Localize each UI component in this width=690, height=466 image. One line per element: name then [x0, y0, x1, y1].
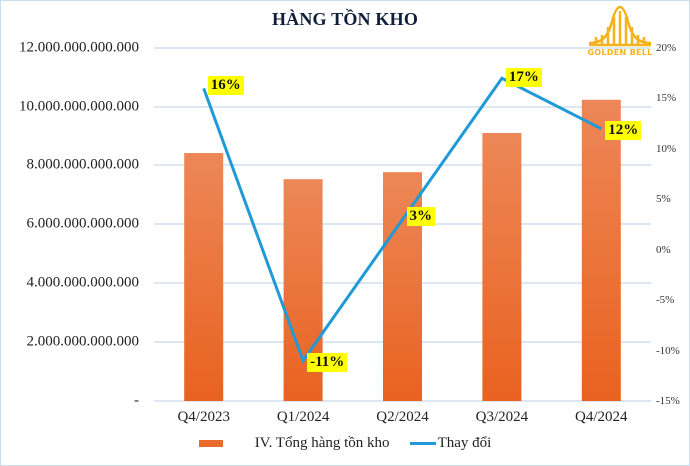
right-axis-tick: -5% [656, 294, 675, 307]
left-axis-tick: 8.000.000.000.000 [26, 156, 140, 173]
logo-text: GOLDEN BELL [587, 48, 653, 57]
left-axis-tick: 4.000.000.000.000 [26, 274, 140, 291]
legend-line-label: Thay đổi [437, 435, 492, 451]
bar-Q3/2024[interactable] [482, 133, 522, 401]
chart-title: HÀNG TỒN KHO [271, 9, 419, 29]
right-axis-tick: 20% [656, 42, 677, 54]
left-axis-tick: 12.000.000.000.000 [19, 39, 139, 56]
left-axis-tick: 6.000.000.000.000 [26, 215, 140, 232]
x-axis-tick: Q1/2024 [276, 409, 330, 425]
legend: IV. Tổng hàng tồn kho Thay đổi [1, 435, 689, 452]
x-axis-tick: Q2/2024 [376, 409, 429, 425]
bar-swatch-icon [198, 440, 223, 447]
right-axis-tick: 10% [656, 142, 677, 155]
x-axis-tick: Q4/2024 [575, 409, 628, 425]
golden-bell-logo: GOLDEN BELL [587, 5, 653, 63]
line-swatch-icon [409, 442, 436, 445]
left-axis-tick: 2.000.000.000.000 [26, 333, 140, 350]
change-line[interactable] [202, 76, 602, 364]
data-label: 17% [505, 68, 542, 88]
data-label: 3% [406, 207, 435, 227]
left-axis-tick: - [134, 392, 139, 409]
right-axis-tick: 5% [656, 193, 671, 206]
bar-Q4/2024[interactable] [581, 99, 621, 402]
legend-bar-label: IV. Tổng hàng tồn kho [254, 435, 390, 451]
data-label: -11% [307, 352, 348, 372]
right-axis-tick: 0% [656, 243, 671, 256]
right-axis-tick: -15% [656, 395, 680, 407]
left-axis-tick: 10.000.000.000.000 [19, 98, 139, 115]
right-axis-tick: 15% [656, 92, 677, 105]
data-label: 16% [207, 76, 244, 96]
data-label: 12% [605, 120, 642, 140]
bell-curve-icon [588, 5, 652, 47]
right-axis-tick: -10% [656, 344, 680, 357]
bar-Q4/2023[interactable] [184, 153, 224, 401]
x-axis-tick: Q3/2024 [475, 409, 529, 425]
bar-Q2/2024[interactable] [383, 172, 422, 401]
legend-item-line[interactable]: Thay đổi [409, 435, 492, 452]
legend-item-bar[interactable]: IV. Tổng hàng tồn kho [198, 435, 390, 452]
x-axis-tick: Q4/2023 [177, 409, 230, 425]
